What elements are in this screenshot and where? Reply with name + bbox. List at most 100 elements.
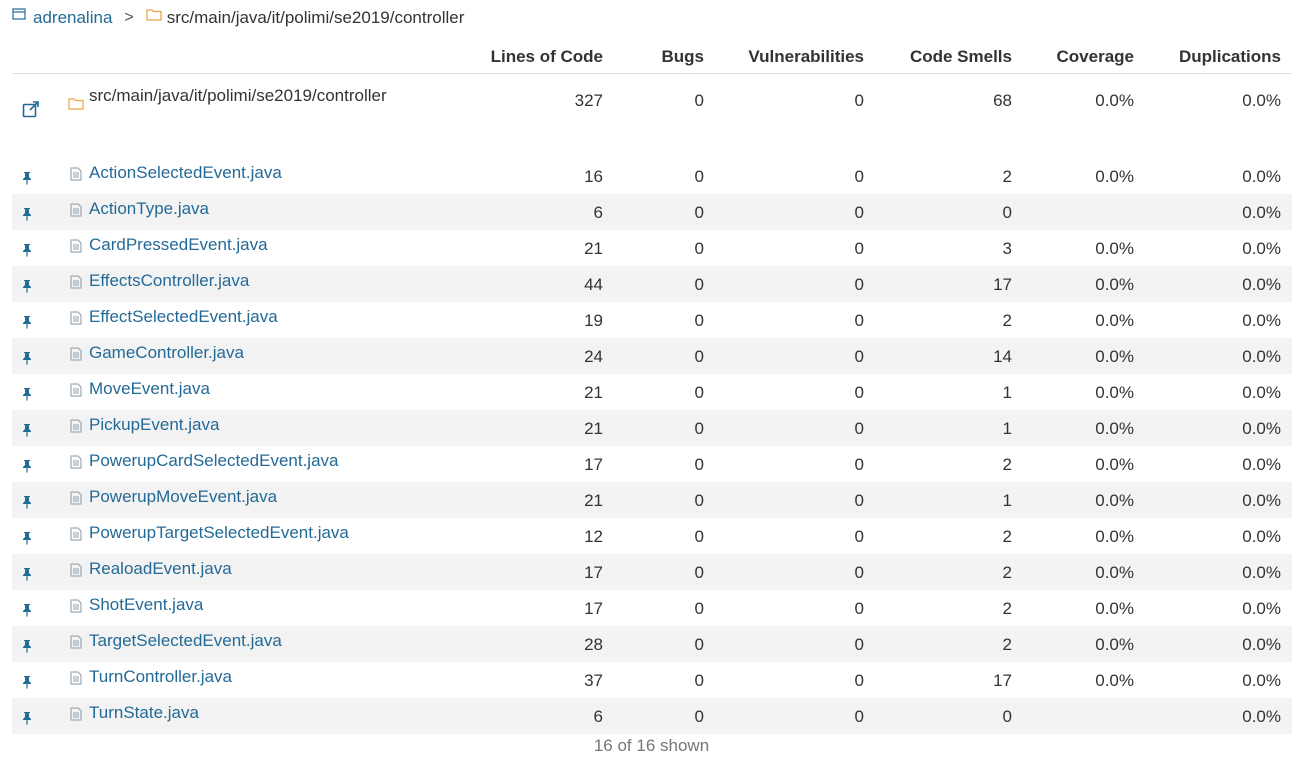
external-link-icon[interactable] xyxy=(22,100,40,118)
file-bugs: 0 xyxy=(694,383,704,402)
pin-icon[interactable] xyxy=(21,459,33,473)
table-row[interactable]: ShotEvent.java 17 0 0 2 0.0% 0.0% xyxy=(12,590,1292,626)
file-coverage: 0.0% xyxy=(1095,455,1134,474)
file-code-smells: 3 xyxy=(1002,239,1012,258)
file-icon xyxy=(70,455,82,469)
file-list: ActionSelectedEvent.java 16 0 0 2 0.0% 0.0% Act… xyxy=(12,158,1292,734)
table-row[interactable]: PowerupCardSelectedEvent.java 17 0 0 2 0.0% 0.… xyxy=(12,446,1292,482)
file-code-smells: 2 xyxy=(1002,563,1012,582)
file-name-link[interactable]: PowerupMoveEvent.java xyxy=(89,487,278,506)
table-row[interactable]: TargetSelectedEvent.java 28 0 0 2 0.0% 0.0% xyxy=(12,626,1292,662)
directory-name[interactable]: src/main/java/it/polimi/se2019/controlle… xyxy=(89,86,387,105)
pin-icon[interactable] xyxy=(21,639,33,653)
directory-bugs: 0 xyxy=(694,91,704,110)
file-bugs: 0 xyxy=(694,419,704,438)
file-vulnerabilities: 0 xyxy=(854,491,864,510)
column-header-code-smells[interactable]: Code Smells xyxy=(909,47,1012,66)
pin-icon[interactable] xyxy=(21,423,33,437)
table-row[interactable]: EffectSelectedEvent.java 19 0 0 2 0.0% 0.0% xyxy=(12,302,1292,338)
file-duplications: 0.0% xyxy=(1242,203,1281,222)
file-icon xyxy=(70,347,82,361)
table-row[interactable]: ActionType.java 6 0 0 0 0.0% xyxy=(12,194,1292,230)
directory-code-smells: 68 xyxy=(993,91,1012,110)
project-icon xyxy=(12,7,28,23)
table-row[interactable]: ActionSelectedEvent.java 16 0 0 2 0.0% 0.0% xyxy=(12,158,1292,194)
pin-icon[interactable] xyxy=(21,495,33,509)
file-name-link[interactable]: PowerupCardSelectedEvent.java xyxy=(89,451,339,470)
table-row[interactable]: MoveEvent.java 21 0 0 1 0.0% 0.0% xyxy=(12,374,1292,410)
file-code-smells: 2 xyxy=(1002,167,1012,186)
table-row[interactable]: RealoadEvent.java 17 0 0 2 0.0% 0.0% xyxy=(12,554,1292,590)
file-icon xyxy=(70,563,82,577)
file-duplications: 0.0% xyxy=(1242,491,1281,510)
table-row[interactable]: PowerupTargetSelectedEvent.java 12 0 0 2 0.0%… xyxy=(12,518,1292,554)
file-vulnerabilities: 0 xyxy=(854,347,864,366)
file-vulnerabilities: 0 xyxy=(854,383,864,402)
pin-icon[interactable] xyxy=(21,567,33,581)
file-name-link[interactable]: RealoadEvent.java xyxy=(89,559,232,578)
pin-icon[interactable] xyxy=(21,279,33,293)
file-name-link[interactable]: EffectSelectedEvent.java xyxy=(89,307,278,326)
pin-icon[interactable] xyxy=(21,531,33,545)
file-name-link[interactable]: PowerupTargetSelectedEvent.java xyxy=(89,523,349,542)
file-name-link[interactable]: ActionType.java xyxy=(89,199,210,218)
column-header-vulnerabilities[interactable]: Vulnerabilities xyxy=(748,47,864,66)
file-code-smells: 14 xyxy=(993,347,1012,366)
breadcrumb: adrenalina > src/main/java/it/polimi/se2… xyxy=(12,6,464,30)
file-name-link[interactable]: MoveEvent.java xyxy=(89,379,210,398)
file-loc: 12 xyxy=(584,527,603,546)
column-header-coverage[interactable]: Coverage xyxy=(1056,47,1134,66)
pin-icon[interactable] xyxy=(21,351,33,365)
column-header-duplications[interactable]: Duplications xyxy=(1178,47,1281,66)
folder-icon xyxy=(68,96,84,112)
column-header-bugs[interactable]: Bugs xyxy=(661,47,705,66)
directory-loc: 327 xyxy=(574,91,603,110)
pin-icon[interactable] xyxy=(21,243,33,257)
table-row[interactable]: TurnState.java 6 0 0 0 0.0% xyxy=(12,698,1292,734)
file-icon xyxy=(70,383,82,397)
file-coverage: 0.0% xyxy=(1095,275,1134,294)
file-duplications: 0.0% xyxy=(1242,239,1281,258)
table-row[interactable]: TurnController.java 37 0 0 17 0.0% 0.0% xyxy=(12,662,1292,698)
file-name-link[interactable]: GameController.java xyxy=(89,343,244,362)
file-code-smells: 2 xyxy=(1002,635,1012,654)
table-row[interactable]: EffectsController.java 44 0 0 17 0.0% 0.0% xyxy=(12,266,1292,302)
directory-row[interactable]: src/main/java/it/polimi/se2019/controlle… xyxy=(12,84,1292,140)
table-row[interactable]: PickupEvent.java 21 0 0 1 0.0% 0.0% xyxy=(12,410,1292,446)
table-row[interactable]: GameController.java 24 0 0 14 0.0% 0.0% xyxy=(12,338,1292,374)
file-vulnerabilities: 0 xyxy=(854,239,864,258)
file-loc: 21 xyxy=(584,491,603,510)
file-name-link[interactable]: EffectsController.java xyxy=(89,271,250,290)
file-bugs: 0 xyxy=(694,563,704,582)
file-loc: 6 xyxy=(593,203,603,222)
pin-icon[interactable] xyxy=(21,675,33,689)
pin-icon[interactable] xyxy=(21,603,33,617)
column-header-lines-of-code[interactable]: Lines of Code xyxy=(490,47,603,66)
file-name-link[interactable]: CardPressedEvent.java xyxy=(89,235,268,254)
table-row[interactable]: PowerupMoveEvent.java 21 0 0 1 0.0% 0.0% xyxy=(12,482,1292,518)
file-duplications: 0.0% xyxy=(1242,563,1281,582)
file-name-link[interactable]: TargetSelectedEvent.java xyxy=(89,631,282,650)
breadcrumb-project-link[interactable]: adrenalina xyxy=(33,8,113,27)
file-loc: 16 xyxy=(584,167,603,186)
table-row[interactable]: CardPressedEvent.java 21 0 0 3 0.0% 0.0% xyxy=(12,230,1292,266)
pin-icon[interactable] xyxy=(21,387,33,401)
pin-icon[interactable] xyxy=(21,171,33,185)
file-name-link[interactable]: PickupEvent.java xyxy=(89,415,220,434)
file-coverage: 0.0% xyxy=(1095,419,1134,438)
pin-icon[interactable] xyxy=(21,315,33,329)
file-name-link[interactable]: ShotEvent.java xyxy=(89,595,204,614)
file-name-link[interactable]: TurnController.java xyxy=(89,667,232,686)
file-code-smells: 1 xyxy=(1002,419,1012,438)
file-name-link[interactable]: TurnState.java xyxy=(89,703,199,722)
file-loc: 6 xyxy=(593,707,603,726)
file-loc: 28 xyxy=(584,635,603,654)
file-coverage: 0.0% xyxy=(1095,311,1134,330)
file-name-link[interactable]: ActionSelectedEvent.java xyxy=(89,163,282,182)
pin-icon[interactable] xyxy=(21,711,33,725)
file-loc: 24 xyxy=(584,347,603,366)
file-icon xyxy=(70,203,82,217)
file-bugs: 0 xyxy=(694,347,704,366)
file-vulnerabilities: 0 xyxy=(854,671,864,690)
pin-icon[interactable] xyxy=(21,207,33,221)
